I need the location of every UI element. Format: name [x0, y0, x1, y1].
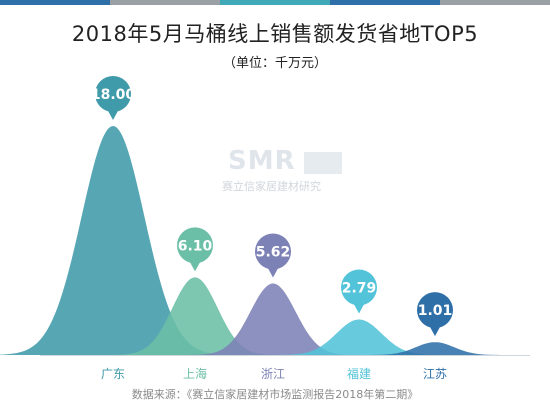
- data-label-3: 2.79: [342, 281, 377, 297]
- chart-unit: （单位：千万元）: [222, 56, 327, 71]
- value-bubble-1: 6.10: [177, 227, 213, 272]
- watermark-logo: SMR: [228, 146, 296, 176]
- top-bar-3: [220, 0, 330, 5]
- top-bar-1: [0, 0, 110, 5]
- peak-3: [275, 319, 443, 355]
- value-bubble-2: 5.62: [255, 233, 291, 278]
- data-source: 数据来源：《赛立信家居建材市场监测报告2018年第二期》: [131, 388, 419, 401]
- bubble-circle-3: [341, 269, 377, 306]
- bubble-pointer-3: [353, 302, 365, 314]
- bubble-circle-4: [417, 292, 453, 329]
- top-color-bars: [0, 0, 550, 5]
- data-label-4: 1.01: [418, 303, 453, 319]
- peak-1: [111, 277, 279, 355]
- bubble-circle-1: [177, 227, 213, 264]
- watermark: SMR 赛立信家居建材研究: [222, 146, 352, 196]
- category-label-3: 福建: [347, 366, 371, 381]
- peak-0: [0, 126, 229, 355]
- bubble-pointer-4: [429, 325, 441, 337]
- data-label-2: 5.62: [256, 245, 291, 261]
- peak-4: [364, 342, 506, 355]
- value-bubble-3: 2.79: [341, 269, 377, 314]
- category-label-4: 江苏: [423, 367, 447, 381]
- data-label-1: 6.10: [178, 238, 213, 254]
- bubble-pointer-0: [107, 109, 119, 120]
- watermark-box: [304, 152, 342, 174]
- bubble-pointer-1: [189, 260, 201, 272]
- top-bar-4: [330, 0, 440, 5]
- bubble-circle-2: [255, 233, 291, 270]
- category-label-1: 上海: [183, 366, 207, 381]
- data-label-0: 18.00: [91, 87, 136, 103]
- bubble-circle-0: [95, 76, 131, 112]
- bubble-pointer-2: [267, 266, 279, 278]
- category-label-2: 浙江: [261, 367, 285, 381]
- value-bubble-4: 1.01: [417, 292, 453, 337]
- top-bar-5: [440, 0, 550, 5]
- category-label-0: 广东: [101, 367, 125, 381]
- watermark-text: 赛立信家居建材研究: [222, 180, 321, 193]
- value-bubble-0: 18.00: [91, 76, 136, 120]
- peak-2: [189, 283, 357, 355]
- top-bar-2: [110, 0, 220, 5]
- chart-title: 2018年5月马桶线上销售额发货省地TOP5: [71, 22, 479, 46]
